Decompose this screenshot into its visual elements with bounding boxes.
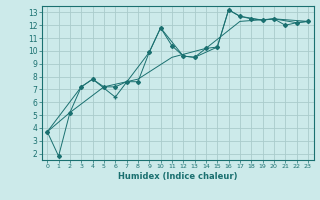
- X-axis label: Humidex (Indice chaleur): Humidex (Indice chaleur): [118, 172, 237, 181]
